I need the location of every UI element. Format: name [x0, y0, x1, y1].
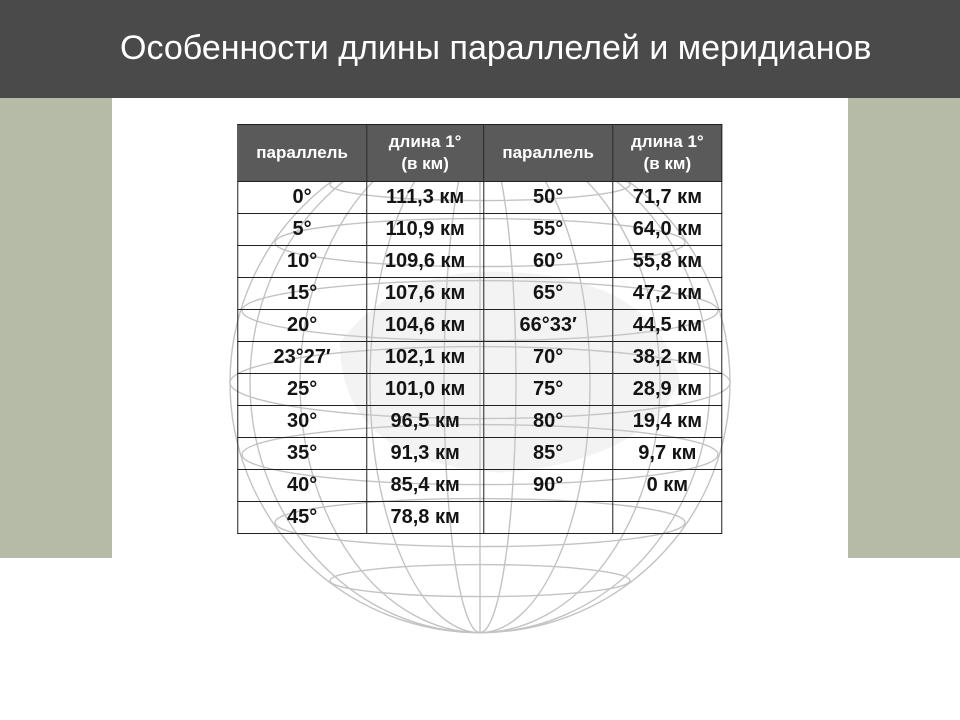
table-cell: 109,6 км — [366, 246, 483, 278]
table-cell: 9,7 км — [612, 438, 722, 470]
table-cell: 0° — [238, 182, 367, 214]
table-cell: 111,3 км — [366, 182, 483, 214]
slide-title: Особенности длины параллелей и меридиано… — [0, 0, 960, 98]
table-cell: 107,6 км — [366, 278, 483, 310]
side-bar-left — [0, 98, 112, 558]
table-cell: 0 км — [612, 470, 722, 502]
table-cell: 25° — [238, 374, 367, 406]
col-header-length-2-l2: (в км) — [644, 154, 692, 173]
table-cell: 19,4 км — [612, 406, 722, 438]
table-row: 35°91,3 км85°9,7 км — [238, 438, 722, 470]
table-cell: 60° — [484, 246, 613, 278]
table-cell: 30° — [238, 406, 367, 438]
table-cell: 85° — [484, 438, 613, 470]
table-cell: 90° — [484, 470, 613, 502]
table-cell: 80° — [484, 406, 613, 438]
table-cell: 28,9 км — [612, 374, 722, 406]
table-cell: 85,4 км — [366, 470, 483, 502]
table-cell: 40° — [238, 470, 367, 502]
table-cell: 75° — [484, 374, 613, 406]
table-row: 10°109,6 км60°55,8 км — [238, 246, 722, 278]
table-cell: 5° — [238, 214, 367, 246]
table-cell: 64,0 км — [612, 214, 722, 246]
col-header-length-1-l2: (в км) — [401, 154, 449, 173]
table-cell: 20° — [238, 310, 367, 342]
table-cell: 15° — [238, 278, 367, 310]
table-cell: 91,3 км — [366, 438, 483, 470]
parallel-length-table: параллель длина 1° (в км) параллель длин… — [237, 124, 722, 534]
table-row: 25°101,0 км75°28,9 км — [238, 374, 722, 406]
table-row: 15°107,6 км65°47,2 км — [238, 278, 722, 310]
table-row: 30°96,5 км80°19,4 км — [238, 406, 722, 438]
col-header-length-1: длина 1° (в км) — [366, 125, 483, 182]
table-cell: 35° — [238, 438, 367, 470]
table-cell: 10° — [238, 246, 367, 278]
side-bar-right — [848, 98, 960, 558]
col-header-parallel-2: параллель — [484, 125, 613, 182]
table-cell: 23°27′ — [238, 342, 367, 374]
table-cell: 66°33′ — [484, 310, 613, 342]
col-header-length-1-l1: длина 1° — [389, 132, 462, 151]
table-cell: 102,1 км — [366, 342, 483, 374]
table-row: 45°78,8 км — [238, 502, 722, 534]
table-row: 5°110,9 км55°64,0 км — [238, 214, 722, 246]
table-header-row: параллель длина 1° (в км) параллель длин… — [238, 125, 722, 182]
table-cell: 44,5 км — [612, 310, 722, 342]
col-header-parallel-1: параллель — [238, 125, 367, 182]
table-cell: 47,2 км — [612, 278, 722, 310]
table-cell: 45° — [238, 502, 367, 534]
table-cell: 104,6 км — [366, 310, 483, 342]
table-cell: 38,2 км — [612, 342, 722, 374]
table-cell: 78,8 км — [366, 502, 483, 534]
table-cell — [484, 502, 613, 534]
table-cell: 71,7 км — [612, 182, 722, 214]
table-row: 0°111,3 км50°71,7 км — [238, 182, 722, 214]
table-cell: 110,9 км — [366, 214, 483, 246]
table-cell: 96,5 км — [366, 406, 483, 438]
table-cell: 55° — [484, 214, 613, 246]
table-cell: 50° — [484, 182, 613, 214]
table-row: 23°27′102,1 км70°38,2 км — [238, 342, 722, 374]
table-cell: 55,8 км — [612, 246, 722, 278]
table-cell: 101,0 км — [366, 374, 483, 406]
table-row: 40°85,4 км90°0 км — [238, 470, 722, 502]
table-cell: 65° — [484, 278, 613, 310]
col-header-length-2: длина 1° (в км) — [612, 125, 722, 182]
table-row: 20°104,6 км66°33′44,5 км — [238, 310, 722, 342]
table-cell — [612, 502, 722, 534]
content-area: параллель длина 1° (в км) параллель длин… — [0, 98, 960, 688]
col-header-length-2-l1: длина 1° — [631, 132, 704, 151]
table-cell: 70° — [484, 342, 613, 374]
